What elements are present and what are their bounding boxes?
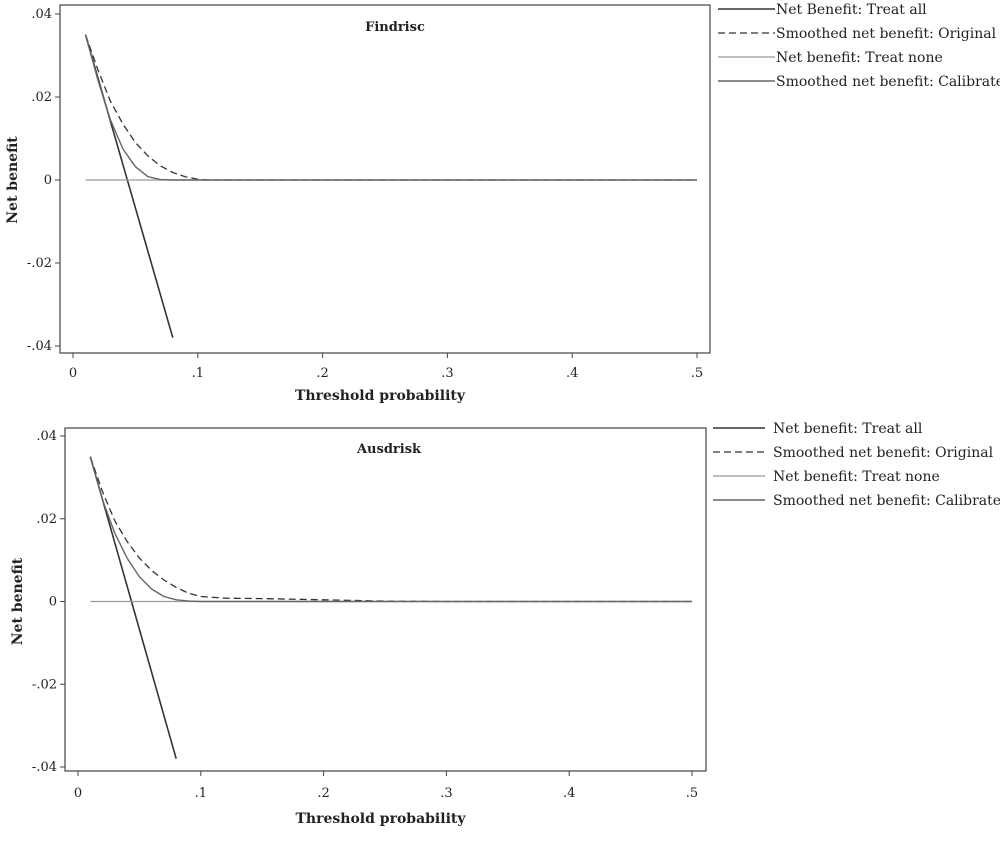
panel-title: Findrisc [365, 20, 425, 35]
panel-title: Ausdrisk [356, 442, 422, 457]
y-tick-label: -.02 [32, 677, 57, 692]
y-axis-title: Net benefit [5, 136, 21, 224]
x-tick-label: .2 [316, 366, 328, 381]
plot-frame [64, 427, 707, 772]
x-tick-label: .4 [563, 786, 575, 801]
legend-label-1: Net Benefit: Treat all [776, 2, 927, 18]
y-tick-label: -.02 [27, 256, 52, 271]
legend-label-4: Smoothed net benefit: Calibrated [773, 493, 1000, 509]
x-tick-label: .1 [192, 366, 204, 381]
y-tick-label: .04 [31, 7, 52, 22]
x-tick-label: .2 [317, 786, 329, 801]
y-tick-label: -.04 [32, 760, 57, 775]
y-tick-label: .02 [31, 90, 52, 105]
x-tick-label: .3 [441, 366, 453, 381]
legend-label-2: Smoothed net benefit: Original [776, 26, 997, 42]
legend-label-2: Smoothed net benefit: Original [773, 445, 994, 461]
series-line-4 [84, 34, 697, 181]
x-tick-label: .5 [686, 786, 698, 801]
plot-frame [59, 4, 711, 354]
chart-panel-2: .04 .02 0 -.02 -.04 0 .1 .2 .3 .4 .5 Threshold prob… [10, 421, 1000, 827]
chart-panel-1: .04 .02 0 -.02 -.04 0 .1 .2 .3 .4 .5 Threshold prob… [5, 2, 1000, 404]
legend: Net Benefit: Treat all Smoothed net benef… [718, 2, 1000, 90]
x-axis-title: Threshold probability [295, 388, 466, 404]
x-tick-label: .4 [566, 366, 578, 381]
y-tick-label: 0 [49, 595, 57, 610]
series-line-2 [89, 456, 692, 603]
x-axis-title: Threshold probability [296, 811, 467, 827]
x-tick-label: 0 [69, 366, 77, 381]
x-tick-label: .5 [691, 366, 703, 381]
series-line-2 [84, 34, 697, 181]
legend: Net benefit: Treat all Smoothed net benef… [713, 421, 1000, 509]
y-tick-label: .02 [36, 512, 57, 527]
y-tick-label: 0 [44, 173, 52, 188]
y-tick-label: .04 [36, 429, 57, 444]
x-tick-label: 0 [74, 786, 82, 801]
legend-label-3: Net benefit: Treat none [773, 469, 940, 485]
series-line-4 [89, 456, 692, 603]
legend-label-4: Smoothed net benefit: Calibrated [776, 74, 1000, 90]
x-tick-label: .3 [440, 786, 452, 801]
y-axis-title: Net benefit [10, 557, 26, 645]
legend-label-1: Net benefit: Treat all [773, 421, 923, 437]
x-tick-label: .1 [195, 786, 207, 801]
legend-label-3: Net benefit: Treat none [776, 50, 943, 66]
y-tick-label: -.04 [27, 339, 52, 354]
